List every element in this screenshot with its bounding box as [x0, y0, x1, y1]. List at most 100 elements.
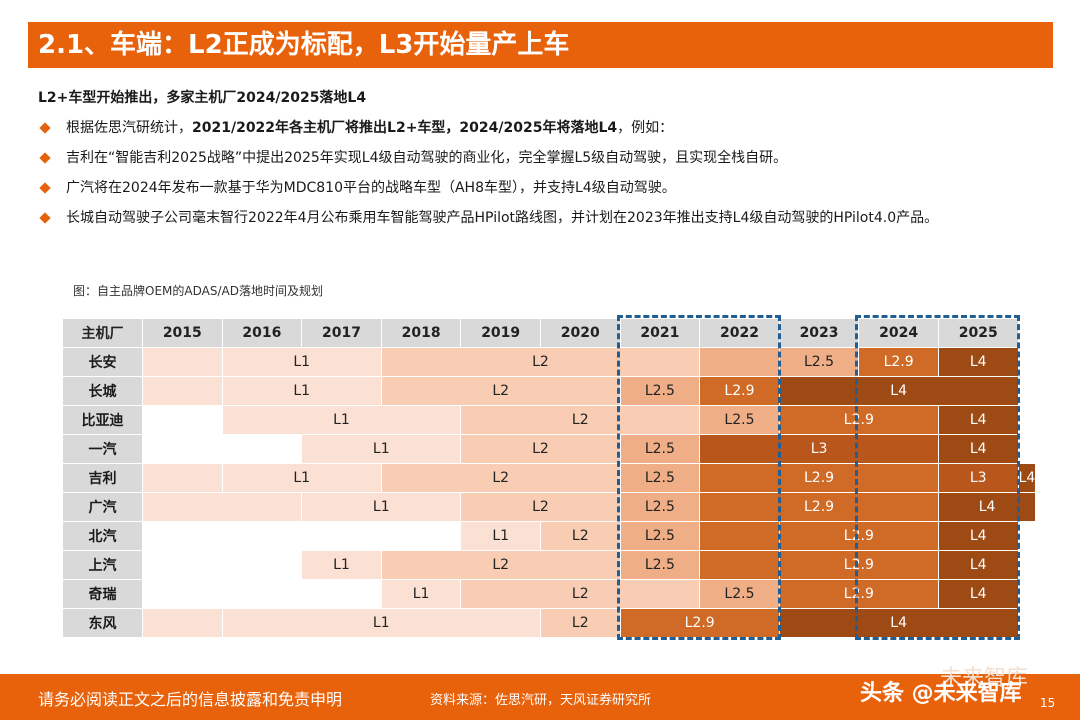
level-segment: L2.5 [619, 550, 701, 580]
level-segment [142, 405, 223, 435]
bullet-text-pre: 根据佐思汽研统计， [66, 120, 192, 136]
level-segment [699, 550, 780, 580]
oem-name: 广汽 [62, 492, 143, 522]
level-segment [142, 463, 223, 493]
footer-bar: 请务必阅读正文之后的信息披露和免责申明 资料来源：佐思汽研，天风证券研究所 [0, 674, 1080, 720]
header-year: 2017 [301, 318, 382, 348]
table-row: 东风 L1 L2 L2.9 L4 [62, 608, 1036, 638]
table-row: 一汽 L1 L2 L2.5 L3 L4 [62, 434, 1036, 464]
level-segment: L2.5 [619, 521, 701, 551]
table-row: 广汽 L1 L2 L2.5 L2.9 L4 [62, 492, 1037, 522]
level-segment: L4 [937, 579, 1019, 609]
table-row: 奇瑞 L1 L2 L2.5 L2.9 L4 [62, 579, 1036, 609]
oem-name: 一汽 [62, 434, 143, 464]
header-year: 2024 [858, 318, 939, 348]
table-header-row: 主机厂 2015 2016 2017 2018 2019 2020 2021 2022 2023 2… [62, 318, 1036, 348]
oem-name: 比亚迪 [62, 405, 143, 435]
table-row: 北汽 L1 L2 L2.5 L2.9 L4 [62, 521, 1036, 551]
level-segment [142, 347, 223, 377]
diamond-bullet-icon [39, 182, 51, 194]
level-segment: L1 [460, 521, 541, 551]
diamond-bullet-icon [39, 122, 51, 134]
level-segment: L4 [937, 521, 1019, 551]
level-segment [141, 521, 462, 551]
table-row: 长城 L1 L2 L2.5 L2.9 L4 [62, 376, 1036, 406]
level-segment: L2.9 [699, 492, 939, 522]
header-year: 2025 [937, 318, 1019, 348]
level-segment: L4 [778, 376, 1019, 406]
oem-name: 吉利 [62, 463, 143, 493]
level-segment: L2.9 [778, 579, 939, 609]
level-segment: L2 [460, 405, 701, 435]
level-segment: L2 [539, 521, 621, 551]
level-segment [142, 376, 223, 406]
level-segment: L2 [380, 463, 621, 493]
level-segment [699, 347, 780, 377]
level-segment [142, 579, 382, 609]
table-row: 吉利 L1 L2 L2.5 L2.9 L3 L4 [62, 463, 1037, 493]
level-segment: L2.9 [619, 608, 780, 638]
bullet-list: 根据佐思汽研统计，2021/2022年各主机厂将推出L2+车型，2024/202… [38, 113, 1048, 233]
level-segment: L4 [937, 550, 1019, 580]
oem-name: 长城 [62, 376, 143, 406]
level-segment: L2 [460, 434, 621, 464]
header-year: 2021 [619, 318, 701, 348]
level-segment: L1 [301, 550, 382, 580]
level-segment: L2.9 [778, 405, 939, 435]
header-year: 2016 [221, 318, 303, 348]
watermark-top: 未来智库 [940, 666, 1029, 691]
level-segment [141, 550, 303, 580]
level-segment: L1 [221, 608, 541, 638]
bullet-item: 吉利在“智能吉利2025战略”中提出2025年实现L4级自动驾驶的商业化，完全掌… [38, 143, 1048, 173]
slide-title: 2.1、车端：L2正成为标配，L3开始量产上车 [28, 22, 1053, 68]
oem-name: 东风 [62, 608, 143, 638]
level-segment: L2 [460, 579, 701, 609]
bullet-item: 长城自动驾驶子公司毫末智行2022年4月公布乘用车智能驾驶产品HPilot路线图… [38, 203, 1048, 233]
level-segment: L2.5 [778, 347, 860, 377]
level-segment: L1 [221, 376, 382, 406]
level-segment: L2.5 [699, 579, 780, 609]
watermark-text: 头条 @未来智库 [860, 681, 1022, 706]
level-segment [699, 521, 780, 551]
level-segment: L2 [380, 376, 621, 406]
level-segment: L2.5 [619, 492, 701, 522]
table-row: 上汽 L1 L2 L2.5 L2.9 L4 [62, 550, 1036, 580]
level-segment: L2.5 [619, 463, 701, 493]
level-segment: L1 [221, 463, 382, 493]
level-segment [142, 608, 223, 638]
level-segment: L2.5 [619, 434, 701, 464]
figure-caption: 图：自主品牌OEM的ADAS/AD落地时间及规划 [73, 284, 323, 298]
oem-name: 上汽 [62, 550, 143, 580]
header-year: 2018 [380, 318, 462, 348]
oem-name: 奇瑞 [62, 579, 143, 609]
bullet-text-bold: 2021/2022年各主机厂将推出L2+车型，2024/2025年将落地L4 [192, 120, 618, 136]
level-segment [141, 492, 303, 522]
level-segment: L1 [301, 492, 462, 522]
level-segment: L2 [380, 550, 621, 580]
level-segment: L2 [460, 492, 621, 522]
level-segment: L2.9 [858, 347, 939, 377]
header-year: 2019 [460, 318, 541, 348]
section-subtitle: L2+车型开始推出，多家主机厂2024/2025落地L4 [38, 90, 367, 106]
header-oem: 主机厂 [62, 318, 143, 348]
table-row: 长安 L1 L2 L2.5 L2.9 L4 [62, 347, 1036, 377]
level-segment: L4 [1017, 463, 1037, 493]
bullet-item: 根据佐思汽研统计，2021/2022年各主机厂将推出L2+车型，2024/202… [38, 113, 1048, 143]
level-segment: L4 [937, 434, 1019, 464]
page-number: 15 [1040, 696, 1056, 710]
source-text: 资料来源：佐思汽研，天风证券研究所 [430, 693, 652, 708]
level-segment: L2.9 [778, 550, 939, 580]
level-segment: L2.9 [778, 521, 939, 551]
level-segment: L2.5 [699, 405, 780, 435]
level-segment: L4 [778, 608, 1019, 638]
level-segment: L2 [539, 608, 621, 638]
bullet-text-post: ，例如： [617, 120, 674, 136]
bullet-item: 广汽将在2024年发布一款基于华为MDC810平台的战略车型（AH8车型），并支… [38, 173, 1048, 203]
level-segment: L4 [937, 492, 1037, 522]
level-segment: L3 [937, 463, 1019, 493]
level-segment: L4 [937, 347, 1019, 377]
table-row: 比亚迪 L1 L2 L2.5 L2.9 L4 [62, 405, 1036, 435]
level-segment: L1 [380, 579, 462, 609]
level-segment: L2 [380, 347, 701, 377]
header-year: 2020 [539, 318, 621, 348]
